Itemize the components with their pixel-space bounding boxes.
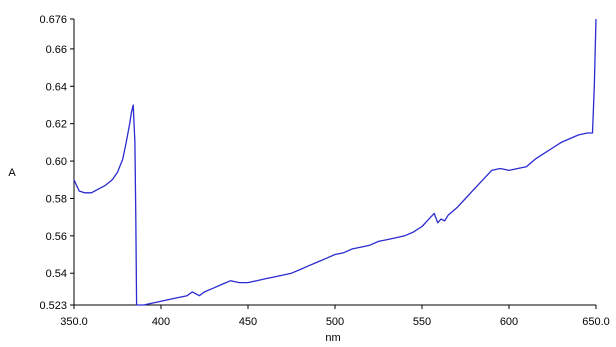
y-tick-label: 0.60 [46,156,67,168]
y-axis-ticks: 0.523 0.54 0.56 0.58 0.60 0.62 0.64 0.66 0.676 [39,14,74,312]
y-tick-label: 0.676 [39,14,67,26]
y-tick-label: 0.58 [46,193,67,205]
x-tick-label: 550 [413,316,431,328]
y-tick-label: 0.66 [46,44,67,56]
x-tick-label: 600 [500,316,518,328]
y-axis-label: A [8,167,16,179]
x-axis-label: nm [325,332,340,344]
x-tick-label: 650.0 [582,316,610,328]
x-tick-label: 450 [239,316,257,328]
y-tick-label: 0.64 [46,81,67,93]
y-tick-label: 0.54 [46,268,67,280]
absorbance-series-line [73,18,597,306]
x-tick-label: 400 [152,316,170,328]
x-tick-label: 350.0 [60,316,88,328]
x-axis-ticks: 350.0 400 450 500 550 600 650.0 [60,305,610,328]
x-tick-label: 500 [326,316,344,328]
y-tick-label: 0.56 [46,231,67,243]
y-tick-label: 0.523 [39,300,67,312]
y-tick-label: 0.62 [46,119,67,131]
